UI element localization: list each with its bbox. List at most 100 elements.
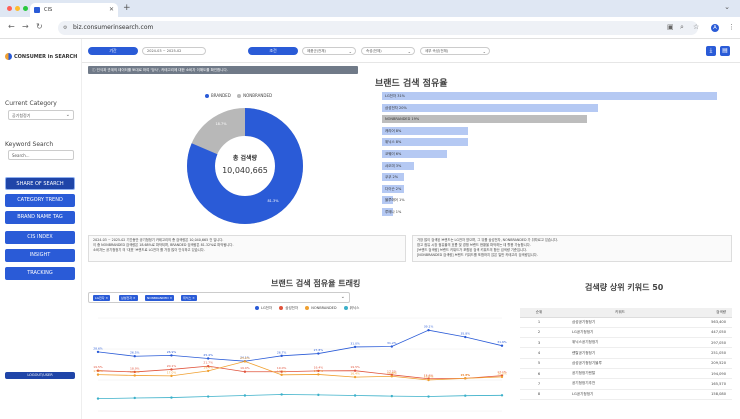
donut-branded-arc	[187, 108, 303, 224]
data-point[interactable]	[170, 374, 173, 378]
data-point[interactable]	[170, 368, 173, 371]
data-point[interactable]	[390, 375, 394, 378]
data-point[interactable]	[353, 345, 357, 349]
minimize-window-button[interactable]	[15, 6, 20, 11]
table-row[interactable]: 2 LG공기청정기 447,050	[520, 327, 732, 339]
data-point[interactable]	[317, 373, 320, 376]
data-point[interactable]	[500, 394, 504, 397]
data-point[interactable]	[317, 352, 320, 355]
product-group-select[interactable]: 제품군(전체) ⌄	[302, 47, 356, 55]
data-point[interactable]	[500, 344, 504, 347]
forward-icon[interactable]: →	[22, 22, 29, 31]
data-point[interactable]	[464, 377, 467, 380]
data-point[interactable]	[96, 373, 100, 376]
data-point[interactable]	[280, 370, 283, 373]
data-point[interactable]	[206, 369, 210, 373]
browser-menu-icon[interactable]: ⋮	[728, 23, 735, 31]
table-row[interactable]: 1 삼성공기청정기 563,400	[520, 317, 732, 328]
logout-button[interactable]: LOGOUT/USER	[5, 372, 75, 379]
data-point[interactable]	[500, 375, 504, 379]
table-row[interactable]: 4 렌탈공기청정기 251,050	[520, 347, 732, 359]
data-point[interactable]	[170, 396, 173, 399]
data-point[interactable]	[427, 378, 430, 382]
chip-winix[interactable]: 위닉스 ✕	[181, 295, 197, 301]
keyword-cell: LG공기청정기	[558, 327, 668, 339]
tab-close-icon[interactable]: ✕	[108, 6, 114, 13]
chip-nonbranded[interactable]: NONBRANDED ✕	[145, 295, 175, 301]
data-point[interactable]	[464, 335, 467, 339]
data-point[interactable]	[133, 370, 136, 374]
browser-tab[interactable]: CIS ✕	[30, 3, 118, 17]
data-point[interactable]	[96, 369, 100, 372]
chip-samsung[interactable]: 삼성전자 ✕	[119, 295, 138, 301]
data-point[interactable]	[206, 395, 210, 398]
table-row[interactable]: 5 삼성공기청정기블루 209,520	[520, 358, 732, 369]
data-point[interactable]	[353, 394, 357, 397]
header-keyword[interactable]: 키워드	[558, 308, 668, 318]
header-volume[interactable]: 검색량	[668, 308, 732, 318]
reload-icon[interactable]: ↻	[36, 22, 43, 31]
data-point[interactable]	[133, 374, 136, 377]
data-point[interactable]	[427, 328, 430, 332]
data-point[interactable]	[353, 375, 357, 379]
table-row[interactable]: 6 공기청정기렌탈 194,090	[520, 368, 732, 380]
data-point[interactable]	[464, 394, 467, 397]
data-point[interactable]	[317, 369, 320, 373]
download-file-icon[interactable]: ▤	[720, 46, 730, 56]
data-point[interactable]	[243, 360, 247, 363]
data-point[interactable]	[280, 373, 283, 377]
nav-insight[interactable]: INSIGHT	[5, 249, 75, 262]
data-point[interactable]	[206, 357, 210, 360]
app-logo[interactable]: CONSUMER in SEARCH	[5, 53, 77, 60]
nav-share-of-search[interactable]: SHARE OF SEARCH	[5, 177, 75, 190]
data-point[interactable]	[96, 350, 100, 354]
data-point[interactable]	[133, 355, 136, 358]
translate-icon[interactable]: ▣	[667, 23, 674, 31]
summary-line: 참고 점유 시장 점유율의 흐름 및 경쟁 브랜드 현황을 파악하는 데 활용 …	[417, 243, 531, 247]
new-tab-button[interactable]: +	[123, 3, 131, 13]
back-icon[interactable]: ←	[8, 22, 15, 31]
data-point[interactable]	[280, 354, 283, 358]
summary-line: 소비자는 공기청정기 의 '대표' 브랜드로 LG전자 를 가장 많이 인식하고…	[93, 248, 205, 252]
nav-brand-name-tag[interactable]: BRAND NAME TAG	[5, 211, 75, 224]
chip-lg[interactable]: LG전자 ✕	[93, 295, 110, 301]
data-point[interactable]	[243, 370, 247, 373]
data-point[interactable]	[170, 354, 173, 357]
nav-tracking[interactable]: TRACKING	[5, 267, 75, 280]
table-row[interactable]: 8 LG공기청정기 158,080	[520, 389, 732, 400]
close-window-button[interactable]	[7, 6, 12, 11]
profile-avatar[interactable]: A	[711, 24, 719, 32]
zoom-icon[interactable]: ⌕	[680, 23, 684, 31]
download-image-icon[interactable]: ⤓	[706, 46, 716, 56]
site-info-icon[interactable]: ⚙	[63, 25, 68, 31]
data-point[interactable]	[427, 395, 430, 398]
data-point[interactable]	[390, 345, 394, 348]
table-row[interactable]: 7 공기청정기추천 165,570	[520, 378, 732, 390]
period-select[interactable]: 2024-03 ~ 2025-02	[142, 47, 206, 55]
brand-multiselect[interactable]: LG전자 ✕ 삼성전자 ✕ NONBRANDED ✕ 위닉스 ✕ ⌄	[88, 292, 350, 303]
keyword-search-input[interactable]: Search...	[8, 150, 74, 160]
category-select[interactable]: 공기청정기 ⌄	[8, 110, 74, 120]
data-point[interactable]	[280, 393, 283, 396]
attribute-select[interactable]: 속성(전체) ⌄	[361, 47, 415, 55]
data-point[interactable]	[353, 369, 357, 372]
maximize-window-button[interactable]	[23, 6, 28, 11]
url-field[interactable]: ⚙ biz.consumerinsearch.com	[58, 21, 698, 35]
bookmark-star-icon[interactable]: ☆	[693, 23, 700, 31]
table-row[interactable]: 3 위닉스공기청정기 297,050	[520, 337, 732, 349]
data-point[interactable]	[96, 397, 100, 400]
legend-swatch	[305, 306, 310, 310]
header-rank[interactable]: 순위	[520, 308, 558, 318]
data-point[interactable]	[317, 393, 320, 397]
data-label: 26.7%	[277, 350, 287, 354]
data-point[interactable]	[206, 364, 210, 368]
sub-attribute-select[interactable]: 세부 속성(전체) ⌄	[420, 47, 490, 55]
data-point[interactable]	[390, 394, 394, 398]
nav-cis-index[interactable]: CIS INDEX	[5, 231, 75, 244]
tab-list-chevron-icon[interactable]: ⌄	[724, 3, 730, 11]
tab-title: CIS	[44, 7, 53, 13]
data-point[interactable]	[133, 396, 136, 400]
data-point[interactable]	[243, 394, 247, 397]
series-line	[97, 360, 503, 381]
nav-category-trend[interactable]: CATEGORY TREND	[5, 194, 75, 207]
